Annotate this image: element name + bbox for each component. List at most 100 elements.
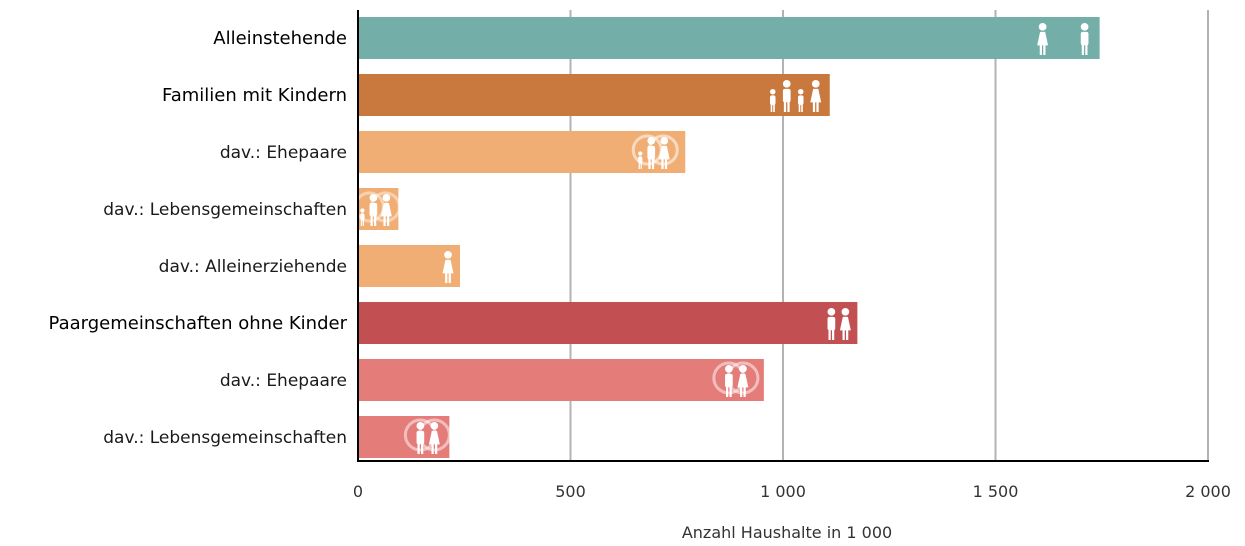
person-leg xyxy=(661,158,664,169)
person-leg xyxy=(725,386,729,397)
bars xyxy=(358,17,1100,458)
person-leg xyxy=(640,163,642,169)
person-leg xyxy=(1043,44,1046,55)
person-leg xyxy=(801,104,803,112)
x-tick-label: 2 000 xyxy=(1185,482,1231,501)
bar xyxy=(358,302,858,344)
person-body xyxy=(827,316,836,331)
person-leg xyxy=(417,443,420,454)
x-tick-label: 1 500 xyxy=(973,482,1019,501)
x-tick-labels: 0 500 1 000 1 500 2 000 xyxy=(353,482,1231,501)
category-label: Alleinstehende xyxy=(213,28,347,49)
bar xyxy=(358,188,399,230)
person-head xyxy=(430,422,439,430)
person-leg xyxy=(1081,44,1084,55)
person-body xyxy=(782,88,791,103)
person-leg xyxy=(664,158,668,169)
person-head xyxy=(811,80,820,88)
married-family-icon xyxy=(631,134,679,169)
person-body xyxy=(1080,31,1089,46)
person-body xyxy=(647,145,656,160)
person-head xyxy=(841,308,850,316)
person-head xyxy=(1080,23,1089,31)
unmarried-family-icon xyxy=(353,191,401,226)
person-head xyxy=(725,365,733,373)
person-leg xyxy=(832,329,835,340)
bar xyxy=(358,131,686,173)
person-body xyxy=(658,145,670,160)
x-tick-label: 0 xyxy=(353,482,363,501)
person-leg xyxy=(370,215,373,226)
bar-icons xyxy=(353,23,1089,454)
person-body xyxy=(380,202,392,217)
person-leg xyxy=(431,443,434,454)
person-body xyxy=(810,88,822,103)
person-leg xyxy=(773,104,775,112)
person-head xyxy=(647,137,656,145)
person-leg xyxy=(651,158,655,169)
bar xyxy=(358,74,830,116)
category-label: dav.: Alleinerziehende xyxy=(159,257,347,277)
person-head xyxy=(416,422,425,430)
category-label: dav.: Ehepaare xyxy=(220,371,347,391)
person-body xyxy=(797,95,804,105)
person-body xyxy=(839,316,851,331)
person-leg xyxy=(435,443,438,454)
person-head xyxy=(638,151,643,156)
person-head xyxy=(782,80,791,88)
category-label: Paargemeinschaften ohne Kinder xyxy=(49,313,348,334)
person-leg xyxy=(387,215,390,226)
person-leg xyxy=(362,220,364,226)
person-leg xyxy=(374,215,377,226)
person-leg xyxy=(421,443,424,454)
x-tick-label: 500 xyxy=(555,482,586,501)
person-body xyxy=(769,95,776,105)
person-body xyxy=(360,213,365,221)
person-leg xyxy=(816,101,819,112)
category-labels: Alleinstehende Familien mit Kindern dav.: … xyxy=(49,28,348,448)
person-leg xyxy=(648,158,651,169)
person-leg xyxy=(743,386,746,397)
person-leg xyxy=(783,101,787,112)
person-head xyxy=(660,137,669,145)
person-leg xyxy=(739,386,743,397)
person-body xyxy=(428,430,440,445)
person-leg xyxy=(729,386,732,397)
person-body xyxy=(737,373,749,388)
person-head xyxy=(739,365,747,373)
family-icon xyxy=(769,80,822,112)
category-label: dav.: Ehepaare xyxy=(220,143,347,163)
person-head xyxy=(444,251,452,259)
person-body xyxy=(725,373,733,388)
x-tick-label: 1 000 xyxy=(760,482,806,501)
couple-icon xyxy=(827,308,851,340)
bar xyxy=(358,17,1100,59)
person-body xyxy=(1037,31,1049,46)
person-head xyxy=(797,88,804,95)
person-leg xyxy=(448,272,451,283)
category-label: dav.: Lebensgemeinschaften xyxy=(103,428,347,448)
person-head xyxy=(382,194,391,202)
woman-man-icon xyxy=(1037,23,1089,55)
person-leg xyxy=(445,272,448,283)
x-axis-title: Anzahl Haushalte in 1 000 xyxy=(682,523,892,542)
person-leg xyxy=(828,329,831,340)
person-leg xyxy=(842,329,845,340)
category-label: Familien mit Kindern xyxy=(162,85,347,106)
person-body xyxy=(638,156,643,164)
category-label: dav.: Lebensgemeinschaften xyxy=(103,200,347,220)
person-leg xyxy=(638,163,640,169)
bar xyxy=(358,245,460,287)
person-head xyxy=(1038,23,1047,31)
married-couple-icon xyxy=(712,361,760,397)
person-body xyxy=(416,430,425,445)
person-head xyxy=(369,194,378,202)
unmarried-couple-icon xyxy=(403,418,451,454)
person-head xyxy=(827,308,836,316)
person-body xyxy=(442,259,454,274)
bar xyxy=(358,359,764,401)
person-leg xyxy=(770,104,773,112)
person-leg xyxy=(1039,44,1042,55)
single-parent-icon xyxy=(442,251,454,283)
person-body xyxy=(369,202,378,217)
